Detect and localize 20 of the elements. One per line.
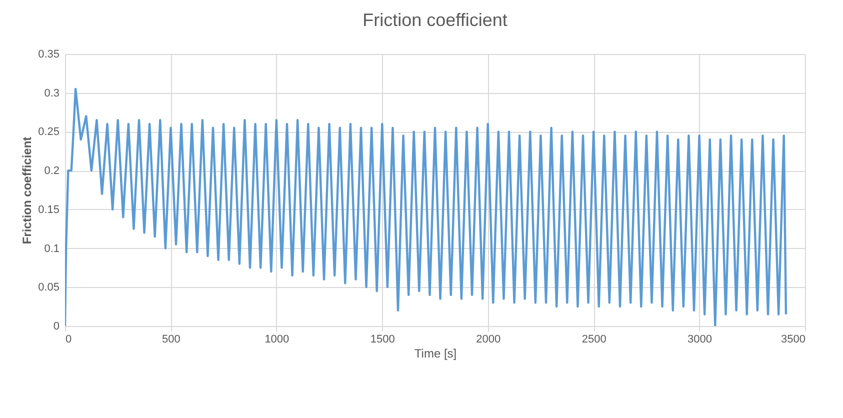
x-tick-label: 0 [66, 334, 72, 346]
chart-title: Friction coefficient [362, 10, 508, 30]
line-series [65, 88, 788, 326]
y-tick-label: 0.35 [38, 48, 60, 60]
x-axis-title: Time [s] [414, 346, 457, 360]
y-tick-label: 0.15 [38, 204, 60, 216]
y-axis-title: Friction coefficient [20, 136, 34, 244]
y-tick-label: 0 [53, 320, 60, 332]
x-tick-label: 1500 [370, 334, 395, 346]
y-tick-label: 0.05 [38, 282, 60, 294]
x-tick-label: 1000 [264, 334, 290, 346]
y-tick-label: 0.2 [44, 165, 60, 178]
x-tick-label: 3500 [781, 334, 806, 346]
y-tick-label: 0.25 [38, 126, 60, 138]
x-tick-label: 2500 [582, 334, 606, 346]
x-tick-label: 500 [162, 334, 180, 346]
y-tick-label: 0.1 [44, 242, 60, 255]
y-tick-label: 0.3 [44, 87, 60, 100]
x-tick-label: 3000 [688, 334, 712, 346]
x-tick-label: 2000 [476, 334, 501, 346]
